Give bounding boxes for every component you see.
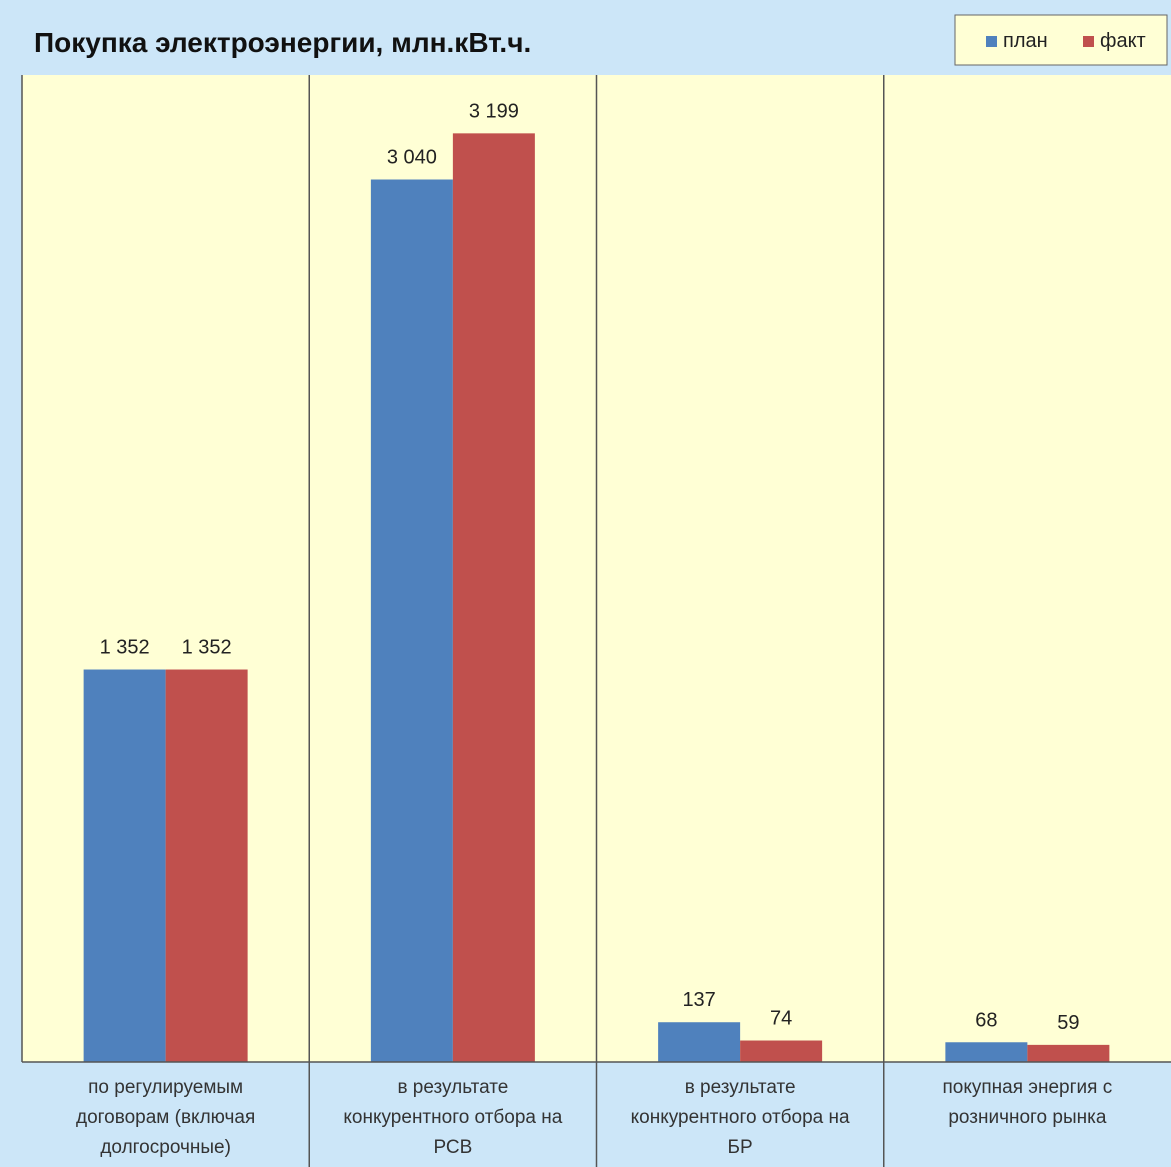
data-label-fact: 1 352 <box>182 637 232 659</box>
bar-plan <box>370 179 453 1063</box>
category-label: БР <box>728 1137 753 1158</box>
bar-fact <box>740 1040 823 1062</box>
category-label: долгосрочные) <box>100 1137 231 1158</box>
legend-label-fact: факт <box>1100 30 1146 52</box>
legend-swatch-plan <box>986 36 997 47</box>
legend-label-plan: план <box>1003 30 1048 52</box>
data-label-fact: 74 <box>770 1008 792 1030</box>
bar-fact <box>1027 1044 1110 1062</box>
legend-swatch-fact <box>1083 36 1094 47</box>
data-label-plan: 68 <box>975 1009 997 1031</box>
category-label: договорам (включая <box>76 1107 255 1128</box>
data-label-plan: 137 <box>682 989 715 1011</box>
chart-title: Покупка электроэнергии, млн.кВт.ч. <box>34 27 531 58</box>
data-label-fact: 59 <box>1057 1012 1079 1034</box>
bar-fact <box>452 133 535 1062</box>
data-label-plan: 3 040 <box>387 147 437 169</box>
data-label-fact: 3 199 <box>469 100 519 122</box>
category-label: конкурентного отбора на <box>631 1107 850 1128</box>
category-label: покупная энергия с <box>943 1077 1113 1098</box>
category-label: РСВ <box>433 1137 472 1158</box>
category-label: по регулируемым <box>88 1077 243 1098</box>
category-label: розничного рынка <box>948 1107 1107 1128</box>
bar-fact <box>165 669 248 1062</box>
legend: план факт <box>954 14 1168 66</box>
category-label: конкурентного отбора на <box>343 1107 562 1128</box>
category-label: в результате <box>397 1077 508 1098</box>
data-label-plan: 1 352 <box>100 637 150 659</box>
data-labels: 1 352 1 352 3 040 3 199 137 74 68 59 <box>100 100 1080 1034</box>
bar-plan <box>945 1042 1028 1062</box>
bar-plan <box>658 1022 741 1062</box>
category-dividers <box>21 75 885 1167</box>
category-labels: по регулируемым договорам (включая долгоср… <box>76 1077 1112 1158</box>
bar-plan <box>83 669 166 1062</box>
category-label: в результате <box>685 1077 796 1098</box>
bars <box>83 133 1110 1063</box>
